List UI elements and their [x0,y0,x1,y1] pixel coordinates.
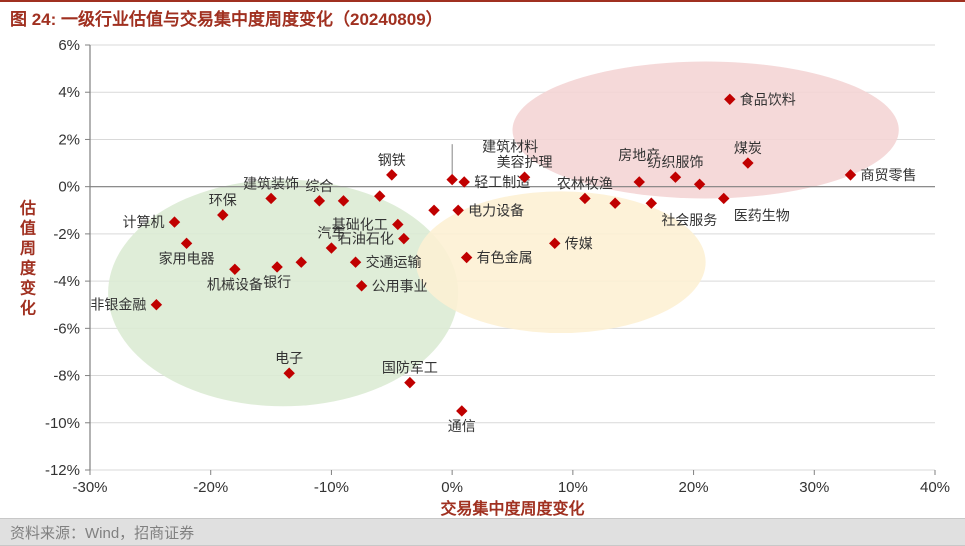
svg-text:-20%: -20% [193,479,228,496]
svg-text:社会服务: 社会服务 [661,212,717,228]
svg-text:交通运输: 交通运输 [366,254,422,270]
svg-text:度: 度 [20,259,37,278]
svg-text:环保: 环保 [209,192,237,208]
svg-text:4%: 4% [58,84,80,101]
svg-text:计算机: 计算机 [123,214,165,230]
source-citation: 资料来源：Wind，招商证券 [0,518,965,546]
svg-text:0%: 0% [441,479,463,496]
svg-text:化: 化 [20,299,36,318]
svg-text:交易集中度周度变化: 交易集中度周度变化 [440,499,584,518]
svg-text:-12%: -12% [45,462,80,479]
svg-text:40%: 40% [920,479,950,496]
svg-text:30%: 30% [799,479,829,496]
svg-text:周: 周 [20,240,36,258]
svg-text:通信: 通信 [448,418,476,434]
svg-text:估: 估 [19,199,36,218]
svg-text:变: 变 [20,279,36,298]
svg-text:医药生物: 医药生物 [734,207,790,223]
svg-text:食品饮料: 食品饮料 [740,91,796,107]
svg-text:-2%: -2% [53,226,80,243]
svg-text:-10%: -10% [45,415,80,432]
svg-text:非银金融: 非银金融 [90,297,146,313]
svg-text:有色金属: 有色金属 [477,250,533,266]
svg-text:0%: 0% [58,179,80,196]
svg-text:-8%: -8% [53,368,80,385]
svg-text:银行: 银行 [263,274,291,290]
svg-text:钢铁: 钢铁 [378,152,406,168]
svg-text:石油石化: 石油石化 [338,231,394,247]
svg-text:家用电器: 家用电器 [159,250,215,266]
svg-text:机械设备: 机械设备 [207,276,263,292]
svg-text:国防军工: 国防军工 [382,360,438,376]
plot-svg: -30% -20% -10% 0% 10% 20% 30% 40% -12% -10% -8% -6%… [0,30,965,520]
svg-text:2%: 2% [58,131,80,148]
svg-text:6%: 6% [58,37,80,54]
svg-text:农林牧渔: 农林牧渔 [557,175,613,191]
scatter-plot: -30% -20% -10% 0% 10% 20% 30% 40% -12% -10% -8% -6%… [0,30,965,520]
svg-text:-30%: -30% [72,479,107,496]
svg-text:公用事业: 公用事业 [372,278,428,294]
svg-text:电子: 电子 [275,350,303,366]
svg-text:纺织服饰: 纺织服饰 [647,154,703,170]
svg-text:20%: 20% [679,479,709,496]
figure-container: 图 24: 一级行业估值与交易集中度周度变化（20240809） -30% -20… [0,0,965,546]
svg-text:建筑装饰: 建筑装饰 [243,175,299,191]
svg-text:综合: 综合 [305,178,333,194]
svg-text:美容护理: 美容护理 [497,154,553,170]
svg-text:传媒: 传媒 [565,235,593,251]
svg-text:煤炭: 煤炭 [734,140,762,156]
svg-text:建筑材料: 建筑材料 [482,139,538,155]
svg-text:电力设备: 电力设备 [468,202,524,218]
svg-text:值: 值 [20,219,36,238]
svg-text:10%: 10% [558,479,588,496]
svg-text:-10%: -10% [314,479,349,496]
svg-text:-6%: -6% [53,320,80,337]
chart-title: 图 24: 一级行业估值与交易集中度周度变化（20240809） [0,0,965,32]
svg-text:商贸零售: 商贸零售 [861,167,917,183]
svg-text:-4%: -4% [53,273,80,290]
